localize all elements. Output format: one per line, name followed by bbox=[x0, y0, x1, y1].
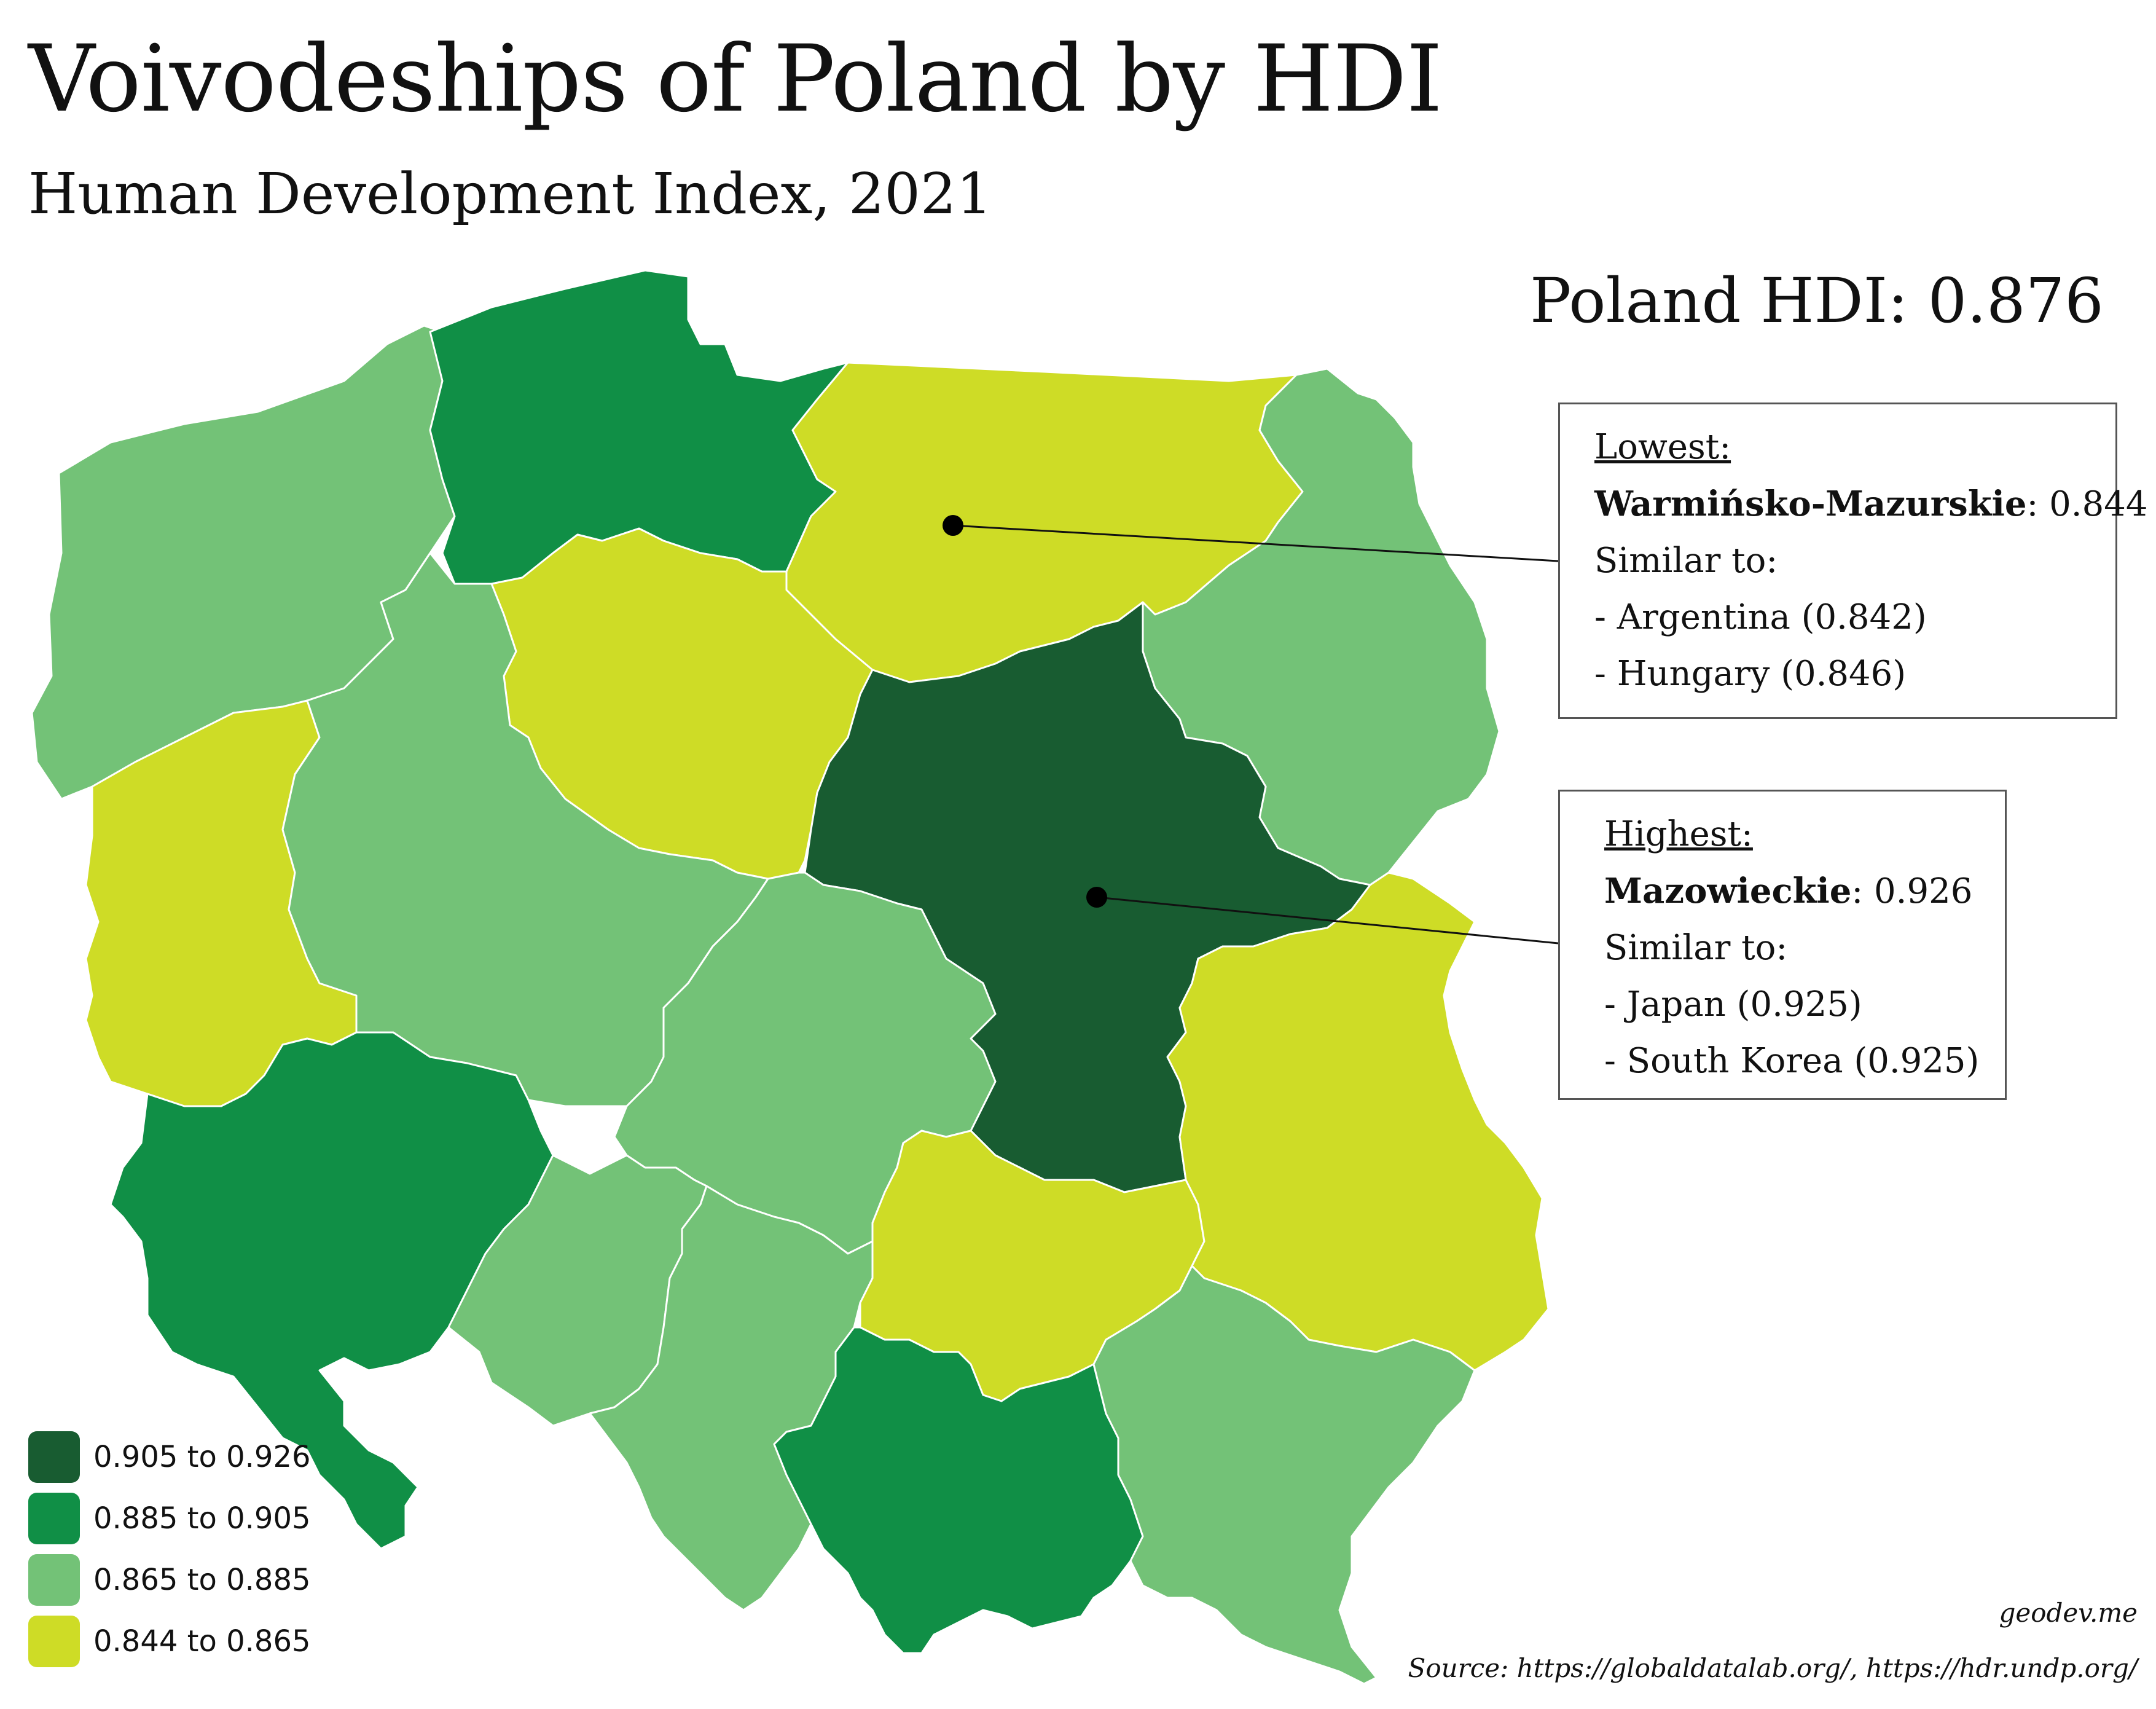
lowest-marker bbox=[943, 515, 963, 536]
lowest-region-name: Warmińsko-Mazurskie bbox=[1594, 484, 2027, 524]
highest-similar-item: - South Korea (0.925) bbox=[1604, 1041, 1980, 1081]
legend-label: 0.885 to 0.905 bbox=[93, 1501, 311, 1536]
legend-item: 0.865 to 0.885 bbox=[28, 1554, 311, 1606]
lowest-similar-item: - Argentina (0.842) bbox=[1594, 597, 1927, 637]
highest-marker bbox=[1086, 887, 1107, 908]
map-title: Voivodeships of Poland by HDI bbox=[28, 26, 1443, 133]
lowest-leader-line bbox=[952, 524, 1559, 562]
highest-similar-label: Similar to: bbox=[1604, 928, 1788, 968]
source-credit: Source: https://globaldatalab.org/, http… bbox=[1408, 1653, 2138, 1683]
national-hdi: Poland HDI: 0.876 bbox=[1530, 265, 2104, 337]
region-malopolskie bbox=[773, 1326, 1144, 1654]
lowest-region-line: Warmińsko-Mazurskie: 0.844 bbox=[1594, 476, 2147, 533]
legend: 0.905 to 0.926 0.885 to 0.905 0.865 to 0… bbox=[28, 1431, 311, 1678]
highest-region-value: : 0.926 bbox=[1851, 871, 1973, 911]
lowest-heading: Lowest: bbox=[1594, 427, 1731, 467]
legend-label: 0.865 to 0.885 bbox=[93, 1563, 311, 1597]
highest-similar-item: - Japan (0.925) bbox=[1604, 984, 1862, 1024]
legend-item: 0.885 to 0.905 bbox=[28, 1493, 311, 1544]
lowest-similar-label: Similar to: bbox=[1594, 541, 1778, 581]
legend-item: 0.844 to 0.865 bbox=[28, 1616, 311, 1667]
lowest-similar-item: - Hungary (0.846) bbox=[1594, 654, 1907, 694]
legend-swatch bbox=[28, 1493, 80, 1544]
lowest-region-value: : 0.844 bbox=[2026, 484, 2148, 524]
lowest-callout: Lowest: Warmińsko-Mazurskie: 0.844 Simil… bbox=[1558, 403, 2147, 719]
legend-item: 0.905 to 0.926 bbox=[28, 1431, 311, 1483]
map-subtitle: Human Development Index, 2021 bbox=[28, 161, 992, 227]
region-dolnoslaskie bbox=[109, 1031, 554, 1550]
legend-label: 0.844 to 0.865 bbox=[93, 1624, 311, 1659]
legend-label: 0.905 to 0.926 bbox=[93, 1440, 311, 1474]
legend-swatch bbox=[28, 1554, 80, 1606]
highest-heading: Highest: bbox=[1604, 814, 1753, 854]
highest-region-name: Mazowieckie bbox=[1604, 871, 1852, 911]
highest-leader-line bbox=[1096, 896, 1559, 945]
legend-swatch bbox=[28, 1431, 80, 1483]
legend-swatch bbox=[28, 1616, 80, 1667]
region-podkarpackie bbox=[1092, 1265, 1476, 1685]
highest-region-line: Mazowieckie: 0.926 bbox=[1604, 863, 2005, 920]
site-credit: geodev.me bbox=[1999, 1598, 2138, 1628]
highest-callout: Highest: Mazowieckie: 0.926 Similar to: … bbox=[1558, 790, 2007, 1100]
